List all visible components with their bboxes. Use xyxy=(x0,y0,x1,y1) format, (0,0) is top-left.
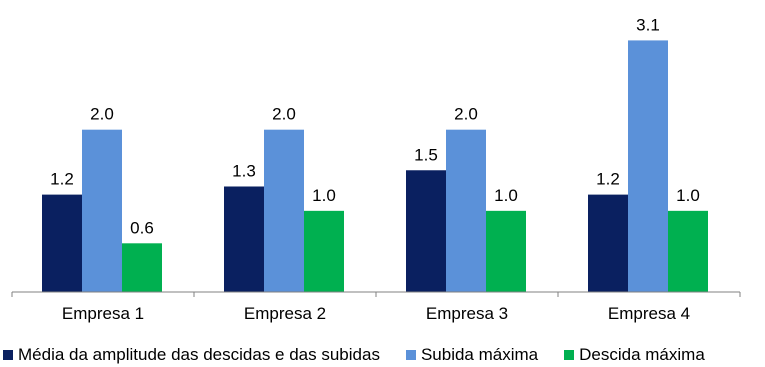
data-label-3-2: 1.0 xyxy=(312,186,336,205)
legend-item-descida: Descida máxima xyxy=(564,345,705,365)
legend-swatch-subida xyxy=(405,350,416,360)
bar-3-1 xyxy=(122,243,162,292)
data-label-2-3: 2.0 xyxy=(454,105,478,124)
legend-label-media: Média da amplitude das descidas e das su… xyxy=(18,345,380,364)
category-label-2: Empresa 2 xyxy=(244,304,326,323)
bar-3-4 xyxy=(668,210,708,292)
legend-label-descida: Descida máxima xyxy=(579,345,705,364)
x-axis: Empresa 1 Empresa 2 Empresa 3 Empresa 4 xyxy=(11,291,741,323)
legend-swatch-descida xyxy=(564,350,575,360)
bar-1-1 xyxy=(42,194,82,292)
bar-2-4 xyxy=(628,40,668,293)
bar-1-3 xyxy=(406,170,446,292)
data-label-2-4: 3.1 xyxy=(636,15,660,34)
bar-3-3 xyxy=(486,210,526,292)
category-label-4: Empresa 4 xyxy=(608,304,690,323)
data-label-2-2: 2.0 xyxy=(272,105,296,124)
legend-label-subida: Subida máxima xyxy=(420,345,539,364)
data-label-3-1: 0.6 xyxy=(130,218,154,237)
bar-2-1 xyxy=(82,129,122,292)
data-label-1-1: 1.2 xyxy=(50,170,74,189)
legend-item-media: Média da amplitude das descidas e das su… xyxy=(3,345,380,365)
category-label-1: Empresa 1 xyxy=(62,304,144,323)
data-label-1-3: 1.5 xyxy=(414,145,438,164)
bars-group xyxy=(42,40,708,293)
category-label-3: Empresa 3 xyxy=(426,304,508,323)
data-label-1-2: 1.3 xyxy=(232,161,256,180)
bar-3-2 xyxy=(304,210,344,292)
data-label-2-1: 2.0 xyxy=(90,105,114,124)
bar-1-4 xyxy=(588,194,628,292)
legend-swatch-media xyxy=(3,350,13,360)
bar-chart: 1.2 2.0 0.6 1.3 2.0 1.0 1.5 2.0 1.0 1.2 3.1 1.0 Emp… xyxy=(11,15,741,323)
bar-2-2 xyxy=(264,129,304,292)
data-label-3-3: 1.0 xyxy=(494,186,518,205)
legend: Média da amplitude das descidas e das su… xyxy=(0,344,765,366)
data-labels-group: 1.2 2.0 0.6 1.3 2.0 1.0 1.5 2.0 1.0 1.2 3.1 1.0 xyxy=(50,15,700,237)
bar-1-2 xyxy=(224,186,264,292)
data-label-1-4: 1.2 xyxy=(596,170,620,189)
bar-2-3 xyxy=(446,129,486,292)
data-label-3-4: 1.0 xyxy=(676,186,700,205)
legend-item-subida: Subida máxima xyxy=(405,345,539,365)
